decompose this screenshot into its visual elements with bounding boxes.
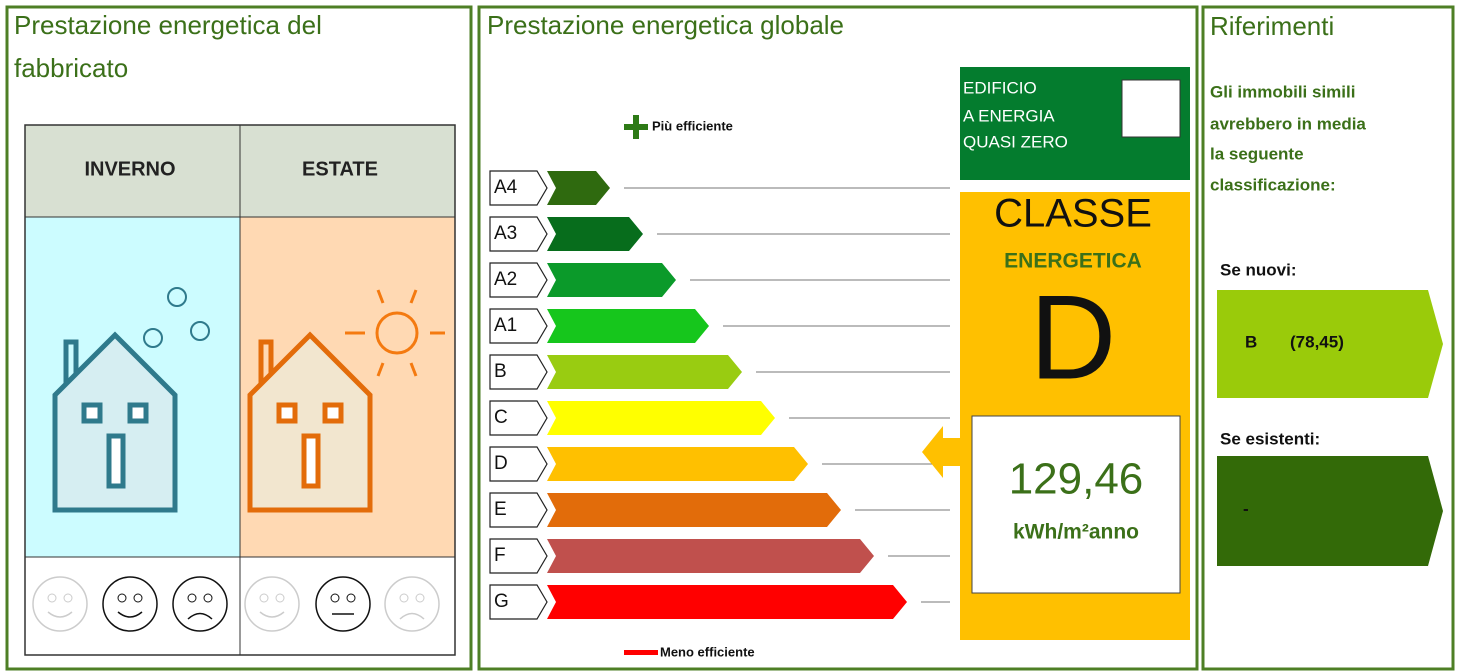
- face-row: [33, 577, 439, 631]
- face: [33, 577, 87, 631]
- class-label: D: [494, 453, 508, 474]
- class-label: F: [494, 545, 506, 566]
- energy-value: 129,46: [1009, 455, 1144, 504]
- reference-class: B: [1245, 332, 1257, 351]
- value-box: [972, 416, 1180, 593]
- class-arrow: [547, 401, 775, 435]
- class-label: A3: [494, 223, 517, 244]
- rating-pointer: [922, 426, 960, 478]
- nzeb-text: A ENERGIA: [963, 106, 1055, 125]
- class-arrow: [547, 263, 676, 297]
- intro-text: Gli immobili simili: [1210, 82, 1355, 101]
- class-heading: CLASSE: [994, 192, 1152, 236]
- intro-text: classificazione:: [1210, 175, 1336, 194]
- reference-arrow: [1217, 456, 1443, 566]
- panel-title: Prestazione energetica globale: [487, 10, 844, 40]
- face: [103, 577, 157, 631]
- class-arrow: [547, 585, 907, 619]
- column-header: ESTATE: [302, 158, 378, 180]
- top-label: Più efficiente: [652, 118, 733, 133]
- class-label: A4: [494, 177, 518, 198]
- class-label: A1: [494, 315, 517, 336]
- section-label: Se nuovi:: [1220, 260, 1297, 279]
- energy-certificate: Prestazione energetica del fabbricato IN…: [0, 0, 1461, 671]
- panel-title: Prestazione energetica del: [14, 10, 322, 40]
- class-label: E: [494, 499, 507, 520]
- class-arrow: [547, 447, 808, 481]
- intro-text: la seguente: [1210, 144, 1304, 163]
- face: [173, 577, 227, 631]
- reference-class: -: [1243, 499, 1249, 518]
- class-arrow: [547, 539, 874, 573]
- panel-title: Riferimenti: [1210, 11, 1334, 41]
- column-header: INVERNO: [84, 158, 175, 180]
- nzeb-text: EDIFICIO: [963, 78, 1037, 97]
- nzeb-check: [1122, 80, 1180, 137]
- class-label: C: [494, 407, 508, 428]
- panel-title: fabbricato: [14, 53, 128, 83]
- intro-text: avrebbero in media: [1210, 114, 1366, 133]
- class-arrow: [547, 493, 841, 527]
- face: [385, 577, 439, 631]
- class-heading: ENERGETICA: [1004, 250, 1142, 273]
- face: [316, 577, 370, 631]
- bottom-label: Meno efficiente: [660, 644, 755, 659]
- class-label: B: [494, 361, 507, 382]
- energy-unit: kWh/m²anno: [1013, 521, 1139, 544]
- face: [245, 577, 299, 631]
- class-arrow: [547, 355, 742, 389]
- plus-icon: [624, 115, 648, 139]
- class-arrow: [547, 171, 610, 205]
- minus-icon: [624, 650, 658, 655]
- class-arrow: [547, 217, 643, 251]
- nzeb-text: QUASI ZERO: [963, 132, 1068, 151]
- section-label: Se esistenti:: [1220, 429, 1320, 448]
- rating: D: [1030, 271, 1117, 405]
- class-scale: A4 A3 A2 A1 B C D E F G: [490, 171, 960, 619]
- reference-value: (78,45): [1290, 332, 1344, 351]
- class-label: A2: [494, 269, 517, 290]
- class-label: G: [494, 591, 509, 612]
- class-arrow: [547, 309, 709, 343]
